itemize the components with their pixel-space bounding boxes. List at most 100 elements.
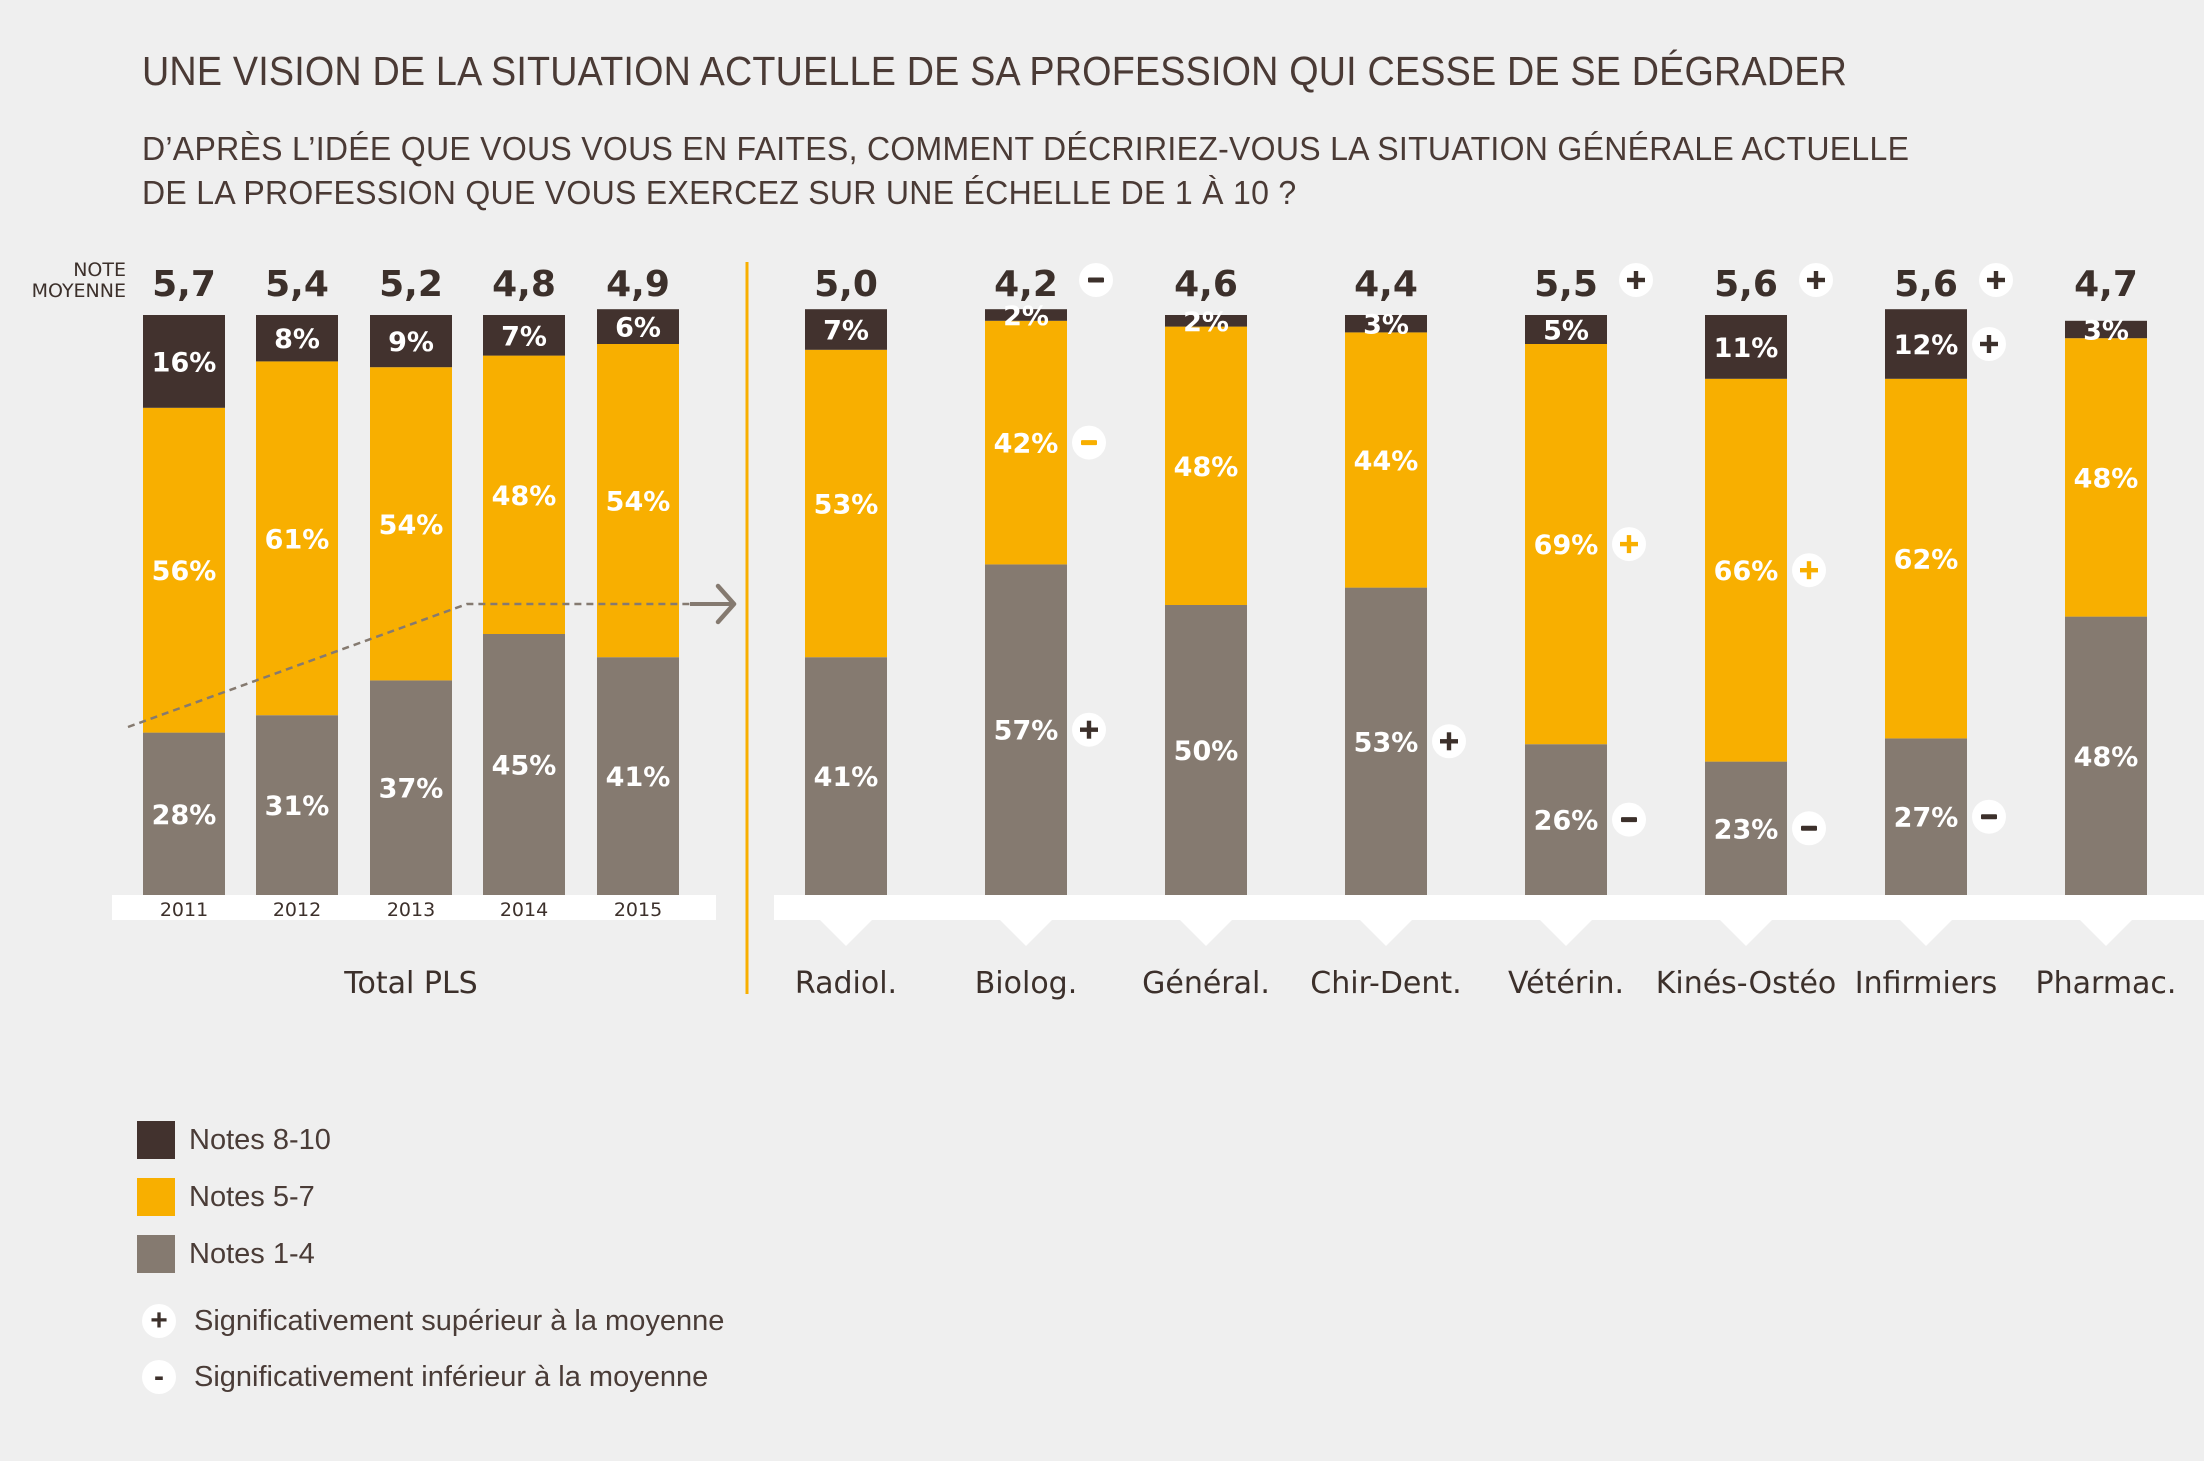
bar-segment-notes-8-10 xyxy=(143,315,225,408)
average-significance-badge xyxy=(1799,263,1833,297)
average-note-value: 5,5 xyxy=(1534,264,1598,305)
bar-segment-notes-5-7 xyxy=(1885,378,1967,739)
legend-item-notes-1-4: Notes 1-4 xyxy=(137,1234,315,1274)
significance-badge-notes-1-4 xyxy=(1612,802,1646,837)
average-note-value: 5,0 xyxy=(814,264,878,305)
data-label-notes-5-7: 48% xyxy=(492,481,557,512)
category-pointer xyxy=(1000,920,1052,946)
bar-segment-notes-1-4 xyxy=(370,680,452,895)
category-label: Général. xyxy=(1142,966,1270,1001)
data-label-notes-1-4: 53% xyxy=(1354,727,1419,758)
category-pointer xyxy=(1540,920,1592,946)
data-label-notes-8-10: 12% xyxy=(1894,330,1959,361)
category-label: Kinés-Ostéo xyxy=(1656,966,1837,1001)
data-label-notes-8-10: 5% xyxy=(1543,316,1589,347)
average-note-value: 5,4 xyxy=(265,264,329,305)
bar-segment-notes-5-7 xyxy=(985,320,1067,565)
average-significance-badge xyxy=(1079,263,1113,297)
data-label-notes-8-10: 6% xyxy=(615,313,661,344)
chart-subtitle-line-2: DE LA PROFESSION QUE VOUS EXERCEZ SUR UN… xyxy=(142,174,1297,211)
data-label-notes-8-10: 7% xyxy=(501,321,547,352)
x-tick-label: 2013 xyxy=(387,899,435,921)
legend-swatch-notes-8-10 xyxy=(137,1121,175,1159)
significance-badge-notes-1-4-h xyxy=(1981,814,1997,820)
data-label-notes-8-10: 7% xyxy=(823,316,869,347)
data-label-notes-1-4: 23% xyxy=(1714,814,1779,845)
x-tick-label: 2011 xyxy=(160,899,208,921)
category-label: Vétérin. xyxy=(1508,966,1624,1001)
significance-badge-notes-1-4 xyxy=(1072,712,1106,747)
data-label-notes-8-10: 3% xyxy=(2083,316,2129,347)
bar-segment-notes-8-10 xyxy=(1345,315,1427,333)
data-label-notes-1-4: 37% xyxy=(379,774,444,805)
bar-segment-notes-8-10 xyxy=(805,309,887,350)
category-pointer xyxy=(1720,920,1772,946)
chart-title: UNE VISION DE LA SITUATION ACTUELLE DE S… xyxy=(142,48,1848,94)
bar-segment-notes-1-4 xyxy=(1705,761,1787,895)
data-label-notes-5-7: 42% xyxy=(994,429,1059,460)
data-label-notes-1-4: 41% xyxy=(606,762,671,793)
data-label-notes-8-10: 11% xyxy=(1714,333,1779,364)
bar-segment-notes-1-4 xyxy=(805,657,887,895)
significance-badge-notes-1-4-h xyxy=(1621,817,1637,823)
legend-label-notes-1-4: Notes 1-4 xyxy=(189,1237,315,1270)
bar-segment-notes-1-4 xyxy=(1165,605,1247,895)
average-note-value: 4,2 xyxy=(994,264,1058,305)
legend-item-notes-5-7: Notes 5-7 xyxy=(137,1177,315,1217)
bar-segment-notes-5-7 xyxy=(1705,378,1787,762)
average-significance-badge-v xyxy=(1813,271,1819,289)
average-significance-badge-v xyxy=(1993,271,1999,289)
significance-badge-notes-5-7-h xyxy=(1081,440,1097,446)
data-label-notes-5-7: 54% xyxy=(606,487,671,518)
bar-segment-notes-5-7 xyxy=(483,355,565,634)
category-pointer xyxy=(1180,920,1232,946)
data-label-notes-5-7: 56% xyxy=(152,556,217,587)
average-significance-badge-v xyxy=(1633,271,1639,289)
average-significance-badge-h xyxy=(1088,277,1104,283)
data-label-notes-5-7: 54% xyxy=(379,510,444,541)
data-label-notes-5-7: 44% xyxy=(1354,446,1419,477)
legend-label-notes-8-10: Notes 8-10 xyxy=(189,1123,331,1156)
significance-badge-notes-8-10 xyxy=(1972,327,2006,361)
data-label-notes-1-4: 45% xyxy=(492,751,557,782)
legend-item-notes-8-10: Notes 8-10 xyxy=(137,1120,331,1160)
data-label-notes-8-10: 16% xyxy=(152,347,217,378)
significance-badge-notes-5-7-v xyxy=(1626,535,1632,554)
significance-badge-notes-5-7-v xyxy=(1806,561,1812,580)
bar-segment-notes-5-7 xyxy=(1165,326,1247,605)
data-label-notes-8-10: 8% xyxy=(274,324,320,355)
data-label-notes-8-10: 9% xyxy=(388,327,434,358)
data-label-notes-1-4: 50% xyxy=(1174,736,1239,767)
significance-badge-notes-1-4 xyxy=(1792,811,1826,846)
data-label-notes-1-4: 48% xyxy=(2074,742,2139,773)
bar-segment-notes-1-4 xyxy=(985,564,1067,895)
data-label-notes-5-7: 61% xyxy=(265,524,330,555)
data-label-notes-5-7: 53% xyxy=(814,490,879,521)
category-label: Biolog. xyxy=(975,966,1078,1001)
average-note-value: 5,6 xyxy=(1894,264,1958,305)
plus-icon: + xyxy=(142,1304,176,1338)
average-note-value: 5,6 xyxy=(1714,264,1778,305)
bar-segment-notes-8-10 xyxy=(1705,315,1787,379)
chart-subtitle-line-1: D’APRÈS L’IDÉE QUE VOUS VOUS EN FAITES, … xyxy=(142,130,1910,167)
average-note-value: 4,9 xyxy=(606,264,670,305)
bar-segment-notes-5-7 xyxy=(1345,332,1427,588)
bar-segment-notes-1-4 xyxy=(256,715,338,895)
bar-segment-notes-5-7 xyxy=(2065,338,2147,617)
average-significance-badge xyxy=(1619,263,1653,297)
category-pointer xyxy=(1900,920,1952,946)
category-pointer xyxy=(2080,920,2132,946)
trend-line xyxy=(127,602,690,729)
category-label: Pharmac. xyxy=(2036,966,2177,1001)
data-label-notes-5-7: 66% xyxy=(1714,556,1779,587)
axis-band-professions xyxy=(774,895,2204,920)
average-significance-badge xyxy=(1979,263,2013,297)
bar-segment-notes-1-4 xyxy=(2065,616,2147,895)
legend-item-significant-minus: - Significativement inférieur à la moyen… xyxy=(142,1357,708,1397)
legend-label-notes-5-7: Notes 5-7 xyxy=(189,1180,315,1213)
significance-badge-notes-1-4 xyxy=(1972,799,2006,834)
note-moyenne-label-line-2: MOYENNE xyxy=(32,280,126,302)
legend-swatch-notes-1-4 xyxy=(137,1235,175,1273)
bar-segment-notes-1-4 xyxy=(143,732,225,895)
x-tick-label: 2015 xyxy=(614,899,662,921)
